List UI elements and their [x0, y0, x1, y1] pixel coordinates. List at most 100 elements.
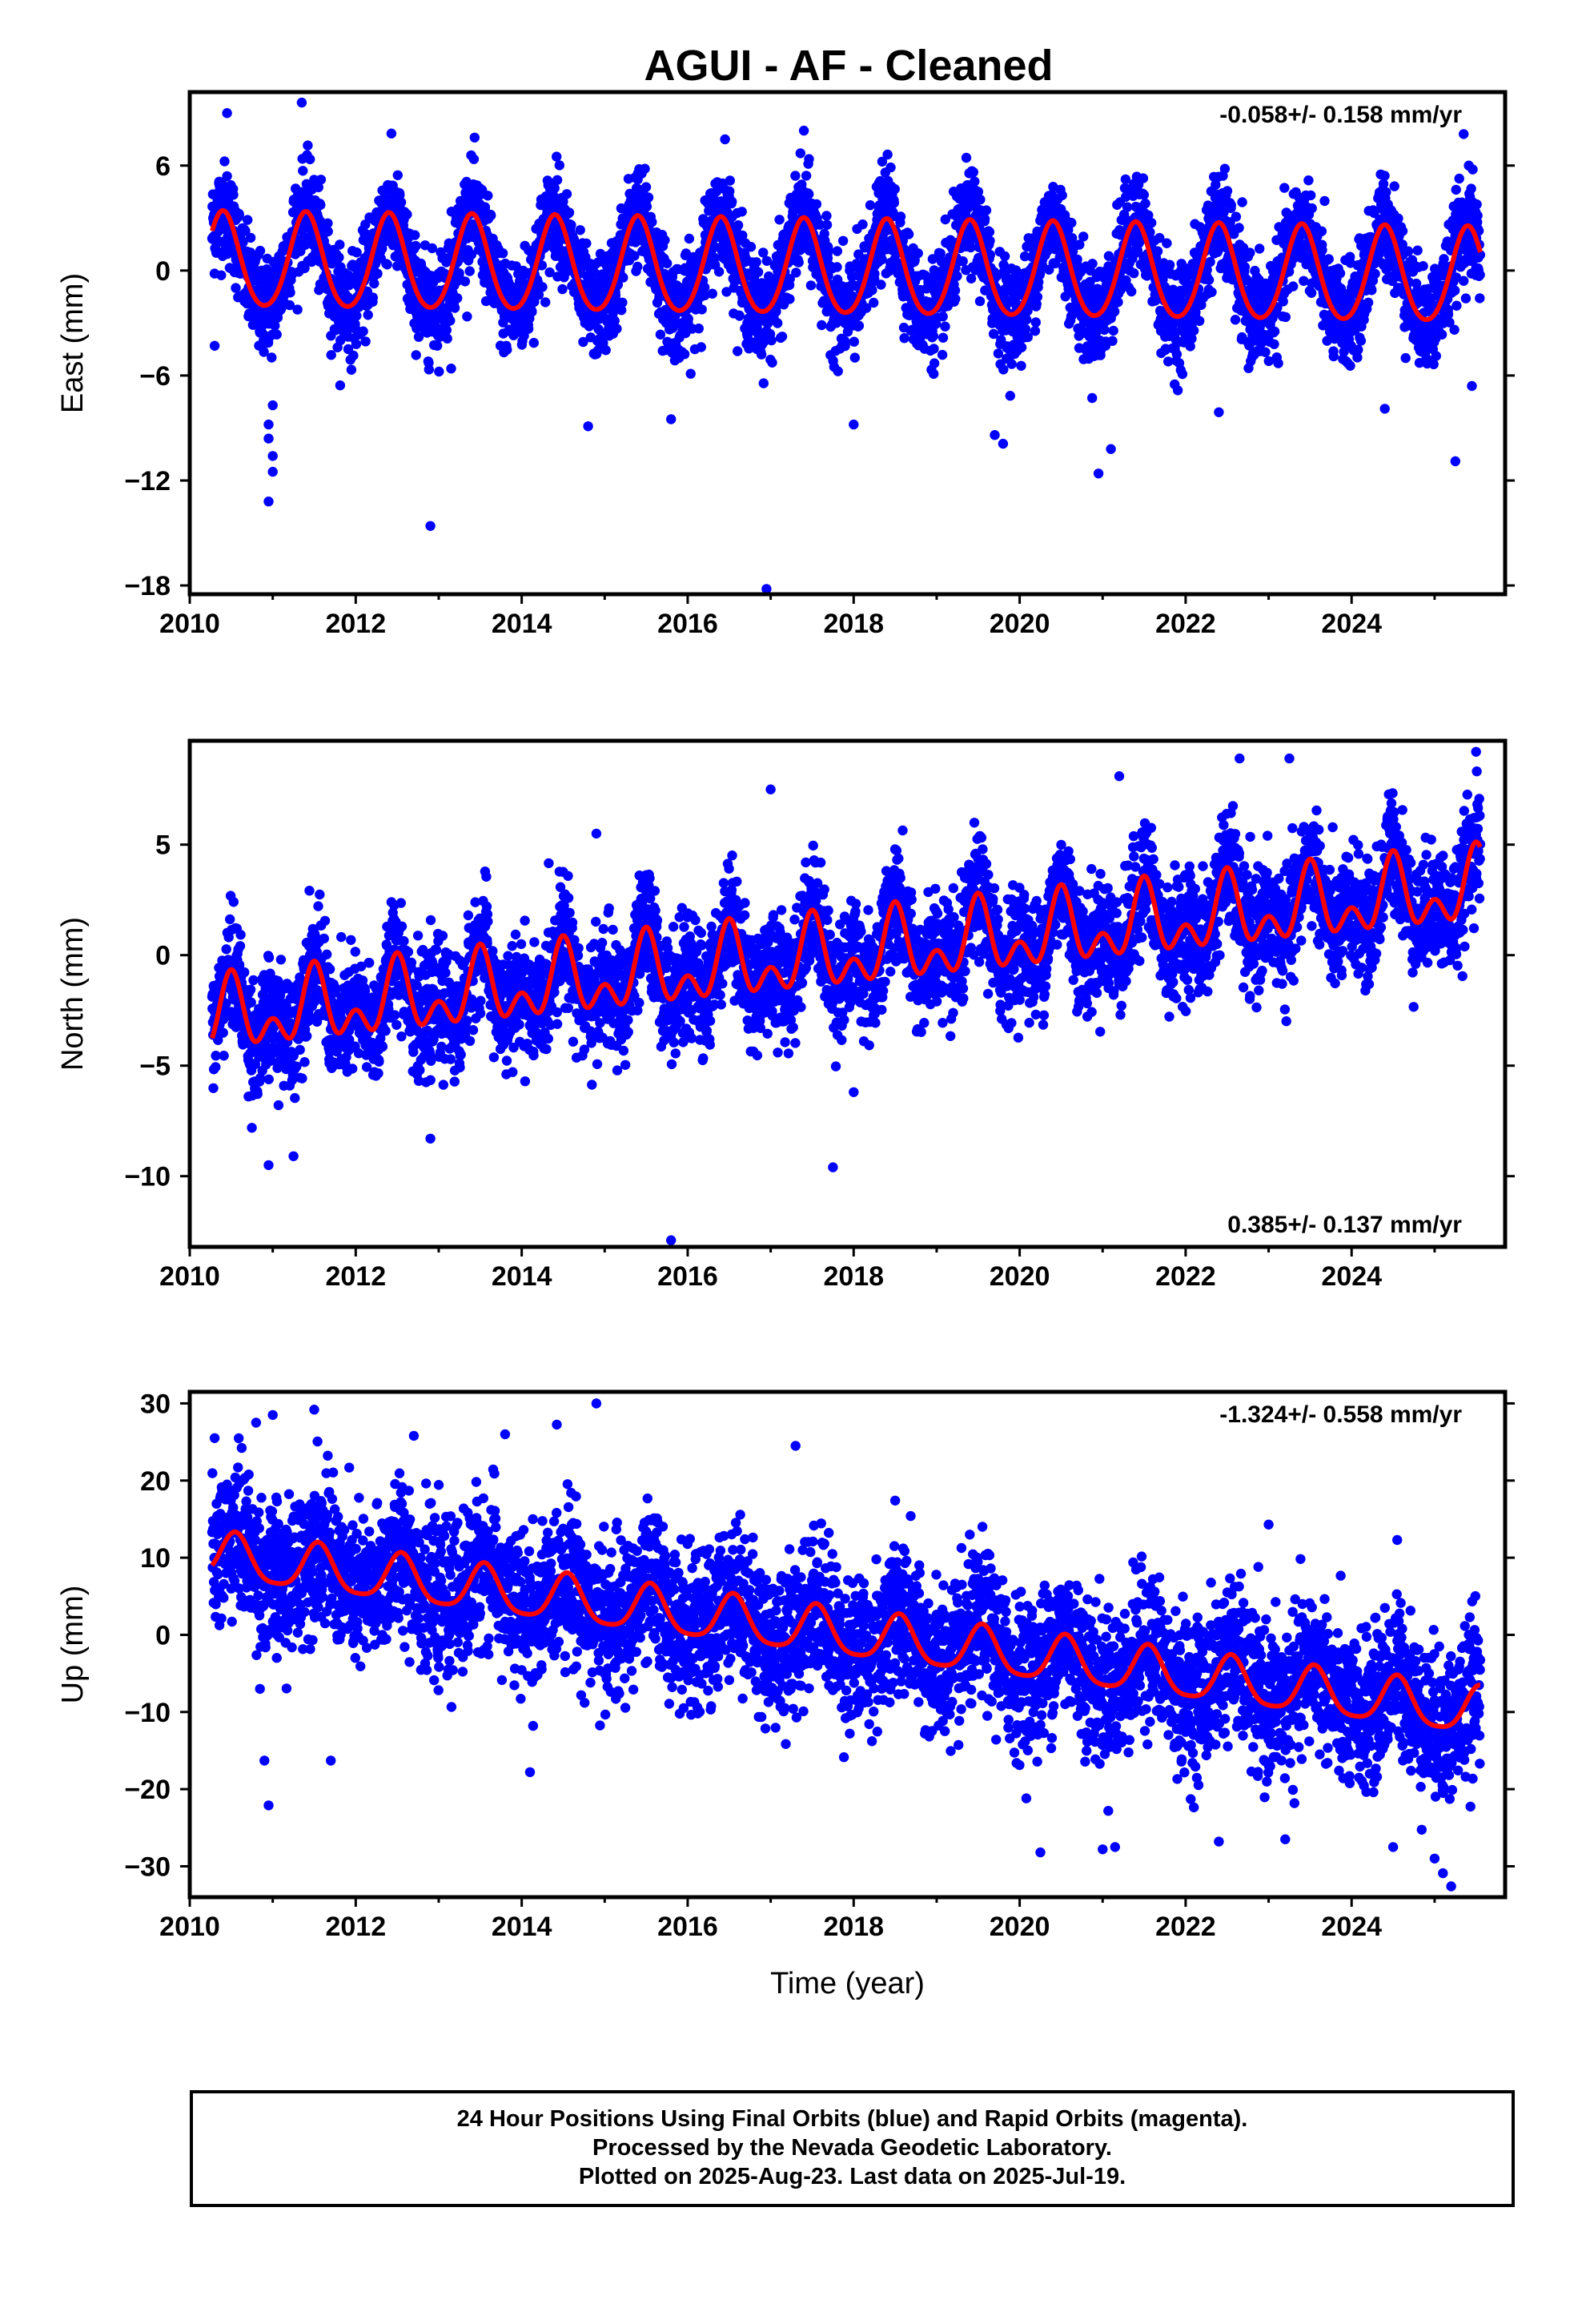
data-point: [1172, 385, 1183, 396]
data-point: [985, 235, 995, 246]
data-point: [1355, 336, 1367, 346]
data-point: [445, 316, 456, 326]
data-point: [600, 345, 611, 356]
data-point: [1418, 261, 1428, 271]
data-point: [413, 332, 424, 342]
data-point: [358, 326, 368, 336]
data-point: [1303, 175, 1314, 186]
data-point: [1370, 268, 1380, 279]
data-point: [968, 167, 979, 178]
data-point: [895, 211, 906, 222]
data-point: [857, 219, 868, 230]
data-point: [929, 368, 939, 380]
data-point: [805, 280, 817, 291]
data-point: [1022, 314, 1032, 325]
data-points: [207, 97, 1486, 594]
data-point: [460, 276, 471, 287]
data-point: [662, 258, 673, 269]
data-point: [785, 294, 795, 304]
data-point: [889, 183, 900, 195]
data-point: [1306, 190, 1316, 201]
data-point: [697, 304, 707, 315]
data-point: [685, 368, 696, 379]
data-point: [1226, 200, 1237, 211]
data-point: [271, 329, 282, 340]
data-point: [231, 283, 241, 293]
data-point: [411, 240, 421, 251]
data-point: [348, 350, 359, 361]
data-point: [1245, 247, 1255, 258]
data-point: [640, 163, 650, 174]
data-point: [427, 243, 437, 254]
data-point: [1203, 275, 1215, 285]
data-point: [335, 239, 345, 250]
data-point: [937, 349, 948, 360]
data-point: [777, 332, 788, 342]
data-point: [1122, 202, 1133, 212]
data-point: [612, 324, 622, 334]
data-point: [713, 267, 725, 277]
data-point: [727, 196, 737, 207]
data-point: [1138, 190, 1150, 200]
data-point: [970, 176, 980, 187]
data-point: [1335, 268, 1346, 279]
data-point: [938, 312, 948, 322]
data-point: [411, 350, 421, 360]
data-point: [975, 195, 986, 205]
data-point: [655, 329, 666, 340]
data-point: [1057, 190, 1067, 201]
data-point: [1237, 197, 1247, 207]
data-point: [554, 160, 564, 171]
data-point: [1328, 351, 1339, 362]
data-point: [305, 154, 315, 165]
data-point: [243, 215, 253, 225]
data-point: [823, 245, 834, 255]
data-point: [351, 339, 362, 349]
data-point: [974, 296, 986, 307]
data-point: [950, 294, 961, 304]
data-point: [367, 292, 378, 303]
data-point: [876, 279, 886, 290]
data-point: [1345, 360, 1355, 371]
data-point: [552, 175, 563, 185]
data-point: [1317, 245, 1327, 255]
data-point: [1030, 317, 1042, 328]
data-point: [441, 325, 452, 336]
data-point: [696, 342, 706, 352]
data-point: [999, 251, 1010, 262]
data-point: [1269, 339, 1279, 349]
data-point: [913, 248, 923, 259]
data-point: [1219, 163, 1231, 174]
data-point: [643, 192, 654, 203]
data-point: [1066, 218, 1077, 228]
data-point: [725, 175, 735, 186]
data-point: [753, 267, 764, 277]
data-point: [660, 235, 670, 246]
data-point: [618, 272, 628, 283]
data-point: [1323, 254, 1334, 264]
data-point: [396, 197, 407, 207]
data-point: [1319, 195, 1330, 207]
data-point: [1393, 213, 1403, 223]
data-point: [707, 288, 717, 299]
data-point: [758, 378, 769, 388]
data-point: [853, 320, 865, 331]
data-point: [1108, 325, 1118, 336]
data-point: [468, 154, 480, 164]
data-point: [993, 348, 1004, 359]
data-point: [1087, 392, 1098, 404]
data-point: [528, 337, 539, 348]
data-point: [1255, 243, 1265, 254]
data-point: [1140, 198, 1150, 209]
data-point: [766, 335, 777, 346]
data-point: [804, 154, 814, 164]
data-point: [684, 233, 695, 244]
data-point: [219, 156, 230, 167]
data-point: [561, 189, 572, 199]
data-point: [617, 297, 628, 308]
data-point: [1222, 186, 1233, 196]
data-point: [938, 332, 949, 343]
data-point: [745, 242, 757, 252]
data-point: [1273, 358, 1283, 368]
